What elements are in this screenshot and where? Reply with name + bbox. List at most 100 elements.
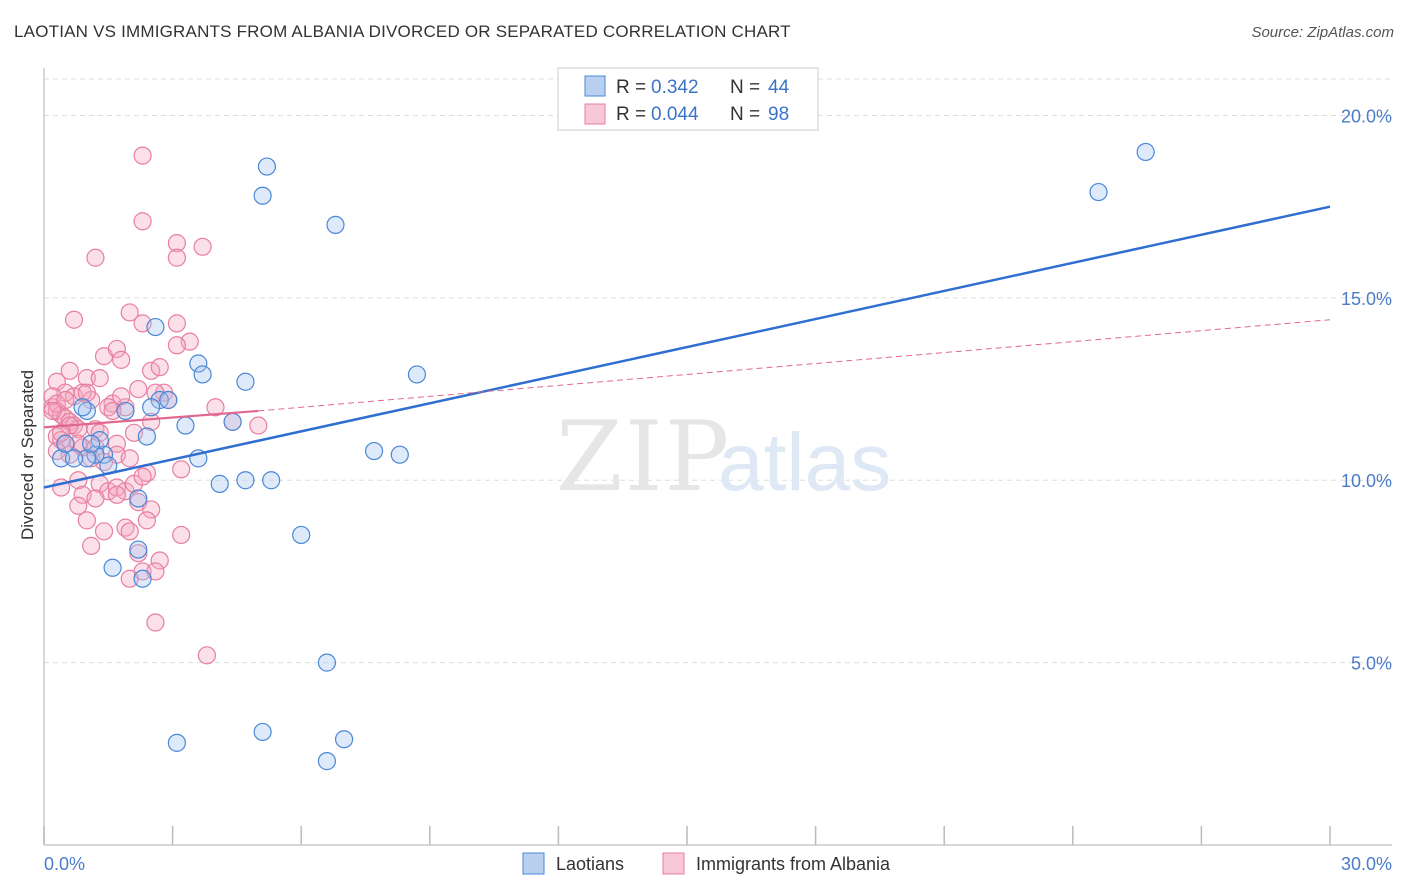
- stats-legend: R = 0.342 N = 44 R = 0.044 N = 98: [557, 67, 819, 131]
- legend-r-label-laotians: R =: [616, 77, 646, 98]
- data-point: [390, 445, 409, 464]
- data-point: [1089, 182, 1108, 202]
- y-tick-label: 20.0%: [1341, 106, 1392, 126]
- data-point: [197, 646, 216, 665]
- legend-r-value-laotians: 0.342: [651, 77, 699, 98]
- data-point: [120, 569, 139, 588]
- data-point: [334, 730, 354, 749]
- data-point: [129, 540, 148, 559]
- data-point: [253, 722, 272, 742]
- data-point: [257, 157, 277, 176]
- data-point: [129, 379, 148, 399]
- data-point: [317, 752, 337, 771]
- legend-r-value-albania: 0.044: [651, 104, 699, 125]
- trendline-albania-dashed: [258, 319, 1331, 412]
- data-point: [146, 317, 165, 337]
- legend-n-value-albania: 98: [768, 104, 789, 125]
- data-point: [236, 471, 255, 490]
- series-legend: Laotians Immigrants from Albania: [522, 852, 891, 875]
- data-point: [159, 390, 178, 410]
- data-point: [43, 401, 62, 421]
- x-axis-ticks: [43, 826, 1331, 845]
- data-point: [77, 511, 96, 530]
- data-point: [64, 449, 84, 468]
- data-point: [326, 215, 345, 235]
- bottom-legend-swatch-albania: [662, 852, 685, 875]
- data-point: [86, 248, 105, 267]
- data-point: [103, 401, 122, 421]
- legend-n-label-albania: N =: [730, 104, 760, 125]
- legend-swatch-albania: [584, 103, 606, 125]
- data-point: [52, 423, 71, 442]
- y-tick-label: 10.0%: [1341, 471, 1392, 491]
- legend-n-label-laotians: N =: [730, 77, 760, 98]
- data-point: [107, 485, 126, 504]
- y-axis-tick-labels: 5.0% 10.0% 15.0% 20.0%: [1341, 106, 1392, 673]
- data-point: [193, 365, 212, 384]
- data-point: [146, 613, 165, 632]
- data-point: [77, 449, 96, 468]
- legend-swatch-laotians: [584, 75, 606, 97]
- data-point: [69, 434, 88, 453]
- trendlines: [43, 205, 1331, 489]
- data-point: [292, 525, 311, 545]
- data-point: [60, 361, 79, 380]
- data-point: [120, 449, 139, 468]
- data-point: [167, 314, 186, 333]
- data-point: [112, 387, 131, 406]
- data-point: [103, 558, 122, 577]
- data-point: [116, 401, 135, 421]
- data-point: [64, 310, 84, 329]
- data-point: [364, 441, 384, 461]
- data-point: [223, 412, 242, 431]
- y-tick-label: 5.0%: [1351, 654, 1392, 674]
- legend-n-value-laotians: 44: [768, 77, 790, 98]
- source-label: Source: ZipAtlas.com: [1251, 24, 1394, 41]
- data-point: [69, 496, 88, 515]
- data-point: [107, 339, 126, 359]
- data-point: [142, 398, 161, 417]
- data-point: [236, 372, 255, 391]
- data-point: [193, 237, 212, 256]
- data-point: [82, 536, 101, 555]
- data-point: [120, 303, 139, 322]
- bottom-legend-swatch-laotians: [522, 852, 545, 875]
- data-point: [94, 522, 114, 541]
- data-point: [52, 449, 71, 468]
- data-point: [167, 336, 186, 355]
- data-point: [1136, 142, 1155, 162]
- y-axis-title: Divorced or Separated: [18, 370, 37, 540]
- data-point: [167, 234, 186, 253]
- y-tick-label: 15.0%: [1341, 289, 1392, 309]
- data-point: [120, 522, 139, 541]
- data-point: [142, 412, 161, 431]
- trendline-laotians-solid: [43, 205, 1331, 489]
- data-point: [172, 525, 191, 545]
- legend-r-label-albania: R =: [616, 104, 646, 125]
- data-point: [56, 390, 75, 410]
- data-point: [142, 500, 161, 519]
- data-point: [150, 551, 169, 570]
- data-point: [210, 474, 229, 493]
- data-point: [73, 383, 92, 402]
- x-tick-label-min: 0.0%: [44, 854, 85, 874]
- bottom-legend-label-laotians: Laotians: [556, 854, 624, 874]
- data-point: [189, 354, 208, 373]
- data-point: [56, 434, 75, 453]
- data-point: [253, 186, 272, 205]
- watermark-zip: ZIP: [556, 401, 731, 513]
- data-point: [167, 733, 186, 752]
- data-point: [249, 416, 268, 435]
- data-point: [407, 365, 427, 384]
- watermark-atlas: atlas: [718, 417, 891, 508]
- data-point: [150, 358, 169, 377]
- data-point: [176, 416, 195, 435]
- data-point: [77, 369, 96, 388]
- data-point: [112, 350, 131, 369]
- data-point: [137, 511, 156, 530]
- data-point: [133, 212, 152, 231]
- data-point: [206, 398, 225, 417]
- data-point: [73, 398, 92, 417]
- x-tick-label-max: 30.0%: [1341, 854, 1392, 874]
